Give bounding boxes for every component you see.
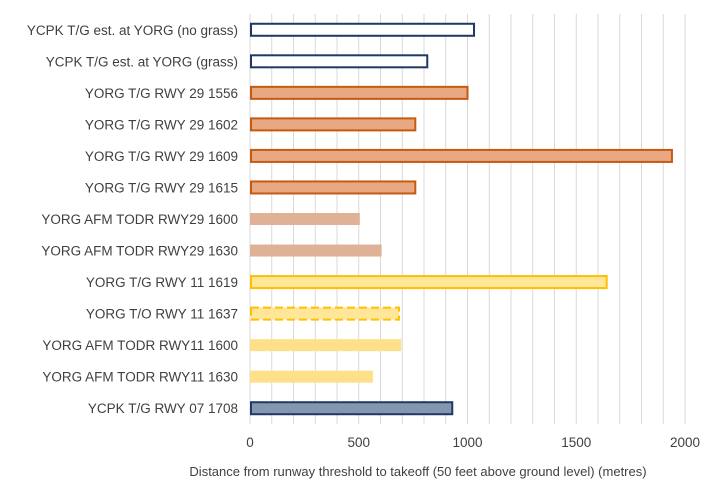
category-labels: YCPK T/G est. at YORG (no grass) YCPK T/G… xyxy=(27,23,238,416)
bar xyxy=(250,117,417,132)
bars xyxy=(250,22,673,416)
category-label: YORG T/G RWY 29 1609 xyxy=(85,149,238,164)
x-tick-label: 1000 xyxy=(452,435,482,450)
x-tick-label: 500 xyxy=(347,435,370,450)
grid-lines xyxy=(249,14,686,424)
category-label: YORG AFM TODR RWY29 1630 xyxy=(41,244,238,259)
category-label: YORG AFM TODR RWY11 1630 xyxy=(42,370,238,385)
x-tick-label: 1500 xyxy=(561,435,591,450)
bar xyxy=(250,306,400,321)
bar xyxy=(250,180,417,195)
category-label: YORG T/G RWY 29 1615 xyxy=(85,180,238,195)
bar xyxy=(250,401,454,416)
category-label: YORG T/G RWY 11 1619 xyxy=(86,275,238,290)
category-label: YORG T/O RWY 11 1637 xyxy=(86,307,238,322)
bar xyxy=(250,213,360,225)
bar xyxy=(250,85,469,100)
category-label: YCPK T/G est. at YORG (no grass) xyxy=(27,23,238,38)
bar xyxy=(250,339,402,352)
category-label: YORG T/G RWY 29 1556 xyxy=(85,86,238,101)
bar xyxy=(250,275,608,290)
category-label: YCPK T/G RWY 07 1708 xyxy=(88,401,238,416)
bar xyxy=(250,148,673,163)
category-label: YORG T/G RWY 29 1602 xyxy=(85,117,238,132)
category-label: YORG AFM TODR RWY11 1600 xyxy=(42,338,238,353)
x-tick-label: 2000 xyxy=(670,435,700,450)
bar xyxy=(250,244,382,257)
bar xyxy=(250,370,373,383)
x-tick-labels: 0 500 1000 1500 2000 xyxy=(246,435,700,450)
x-tick-label: 0 xyxy=(246,435,254,450)
bar xyxy=(250,54,429,69)
bar xyxy=(250,22,476,37)
x-axis-label: Distance from runway threshold to takeof… xyxy=(189,464,646,479)
category-label: YORG AFM TODR RWY29 1600 xyxy=(41,212,238,227)
category-label: YCPK T/G est. at YORG (grass) xyxy=(46,54,238,69)
